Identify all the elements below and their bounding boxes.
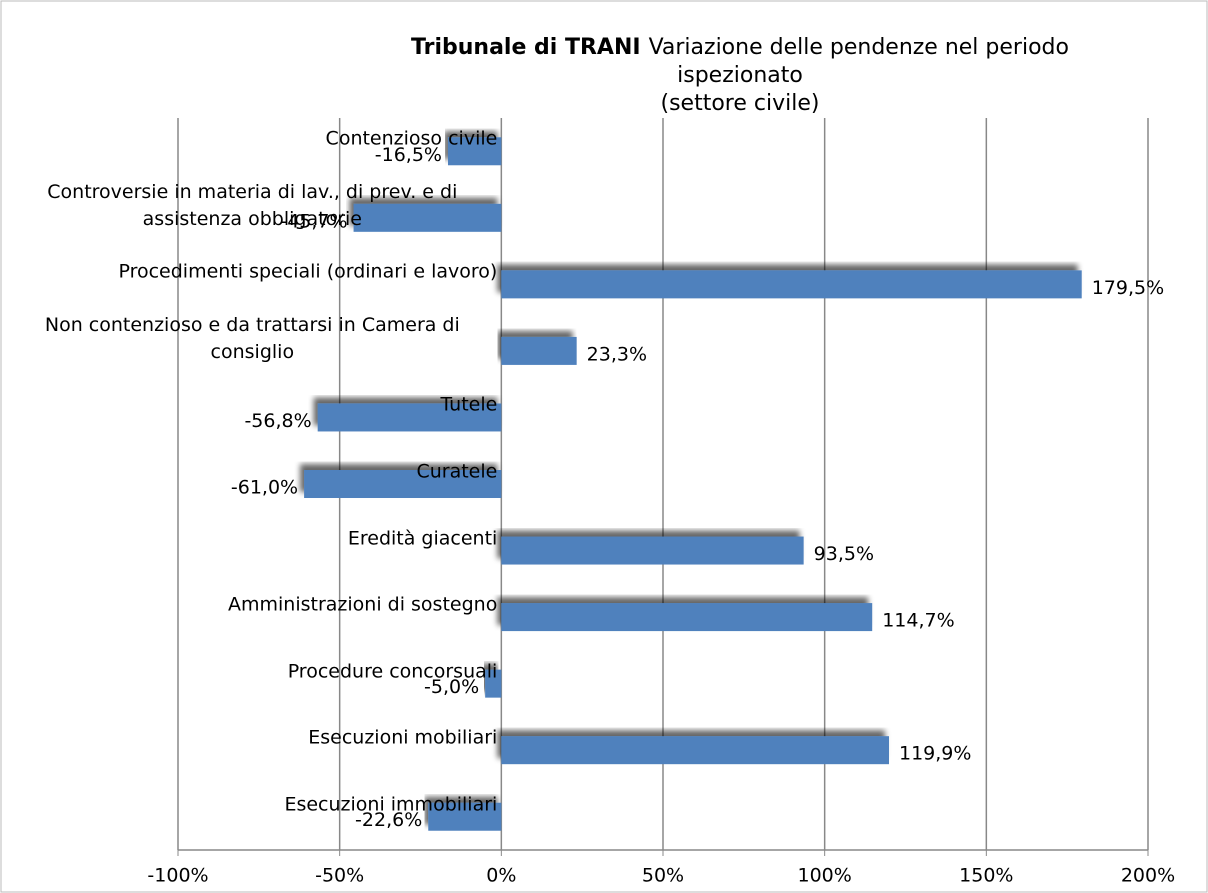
bar bbox=[501, 270, 1082, 299]
data-label: -22,6% bbox=[355, 809, 422, 831]
x-tick-label: 0% bbox=[486, 865, 516, 887]
data-label: -16,5% bbox=[375, 144, 442, 166]
data-label: 119,9% bbox=[899, 743, 971, 765]
x-tick-label: 150% bbox=[959, 865, 1013, 887]
bar bbox=[485, 669, 502, 698]
x-tick-label: 50% bbox=[642, 865, 684, 887]
bar bbox=[501, 336, 577, 365]
chart-title: Tribunale di TRANI bbox=[411, 35, 641, 60]
y-tick-label: Eredità giacenti bbox=[347, 527, 498, 550]
bar bbox=[428, 802, 502, 831]
x-tick-label: -50% bbox=[315, 865, 364, 887]
data-label: 23,3% bbox=[587, 343, 647, 365]
data-label: 93,5% bbox=[814, 543, 874, 565]
bar bbox=[501, 536, 804, 565]
chart-subtitle: ispezionato bbox=[677, 63, 803, 88]
bar bbox=[447, 137, 502, 166]
chart-subtitle: Variazione delle pendenze nel periodo bbox=[649, 35, 1069, 60]
bar bbox=[317, 403, 502, 432]
y-tick-label: Procedimenti speciali (ordinari e lavoro… bbox=[118, 260, 498, 283]
data-label: -56,8% bbox=[244, 410, 311, 432]
x-tick-label: 200% bbox=[1121, 865, 1175, 887]
y-tick-label: Procedure concorsuali bbox=[287, 660, 498, 683]
y-tick-label: Non contenzioso e da trattarsi in Camera… bbox=[44, 313, 460, 363]
x-tick-label: 100% bbox=[798, 865, 852, 887]
data-label: 179,5% bbox=[1092, 277, 1164, 299]
bar bbox=[501, 603, 873, 632]
y-tick-label: Tutele bbox=[440, 393, 498, 416]
x-tick-label: -100% bbox=[147, 865, 208, 887]
y-tick-label: Curatele bbox=[416, 460, 498, 483]
y-tick-label: Contenzioso civile bbox=[325, 127, 498, 150]
chart-subtitle: (settore civile) bbox=[661, 91, 820, 116]
y-tick-label: Esecuzioni mobiliari bbox=[308, 726, 498, 749]
data-label: -45,7% bbox=[280, 210, 347, 232]
y-tick-label: Esecuzioni immobiliari bbox=[284, 793, 498, 816]
bar bbox=[501, 736, 890, 765]
y-tick-label: Amministrazioni di sostegno bbox=[228, 593, 498, 616]
data-label: -5,0% bbox=[424, 676, 479, 698]
data-label: 114,7% bbox=[882, 610, 954, 632]
bar bbox=[353, 203, 502, 232]
bar bbox=[304, 470, 502, 498]
data-label: -61,0% bbox=[231, 477, 298, 499]
y-tick-label: Controversie in materia di lav., di prev… bbox=[47, 180, 458, 230]
